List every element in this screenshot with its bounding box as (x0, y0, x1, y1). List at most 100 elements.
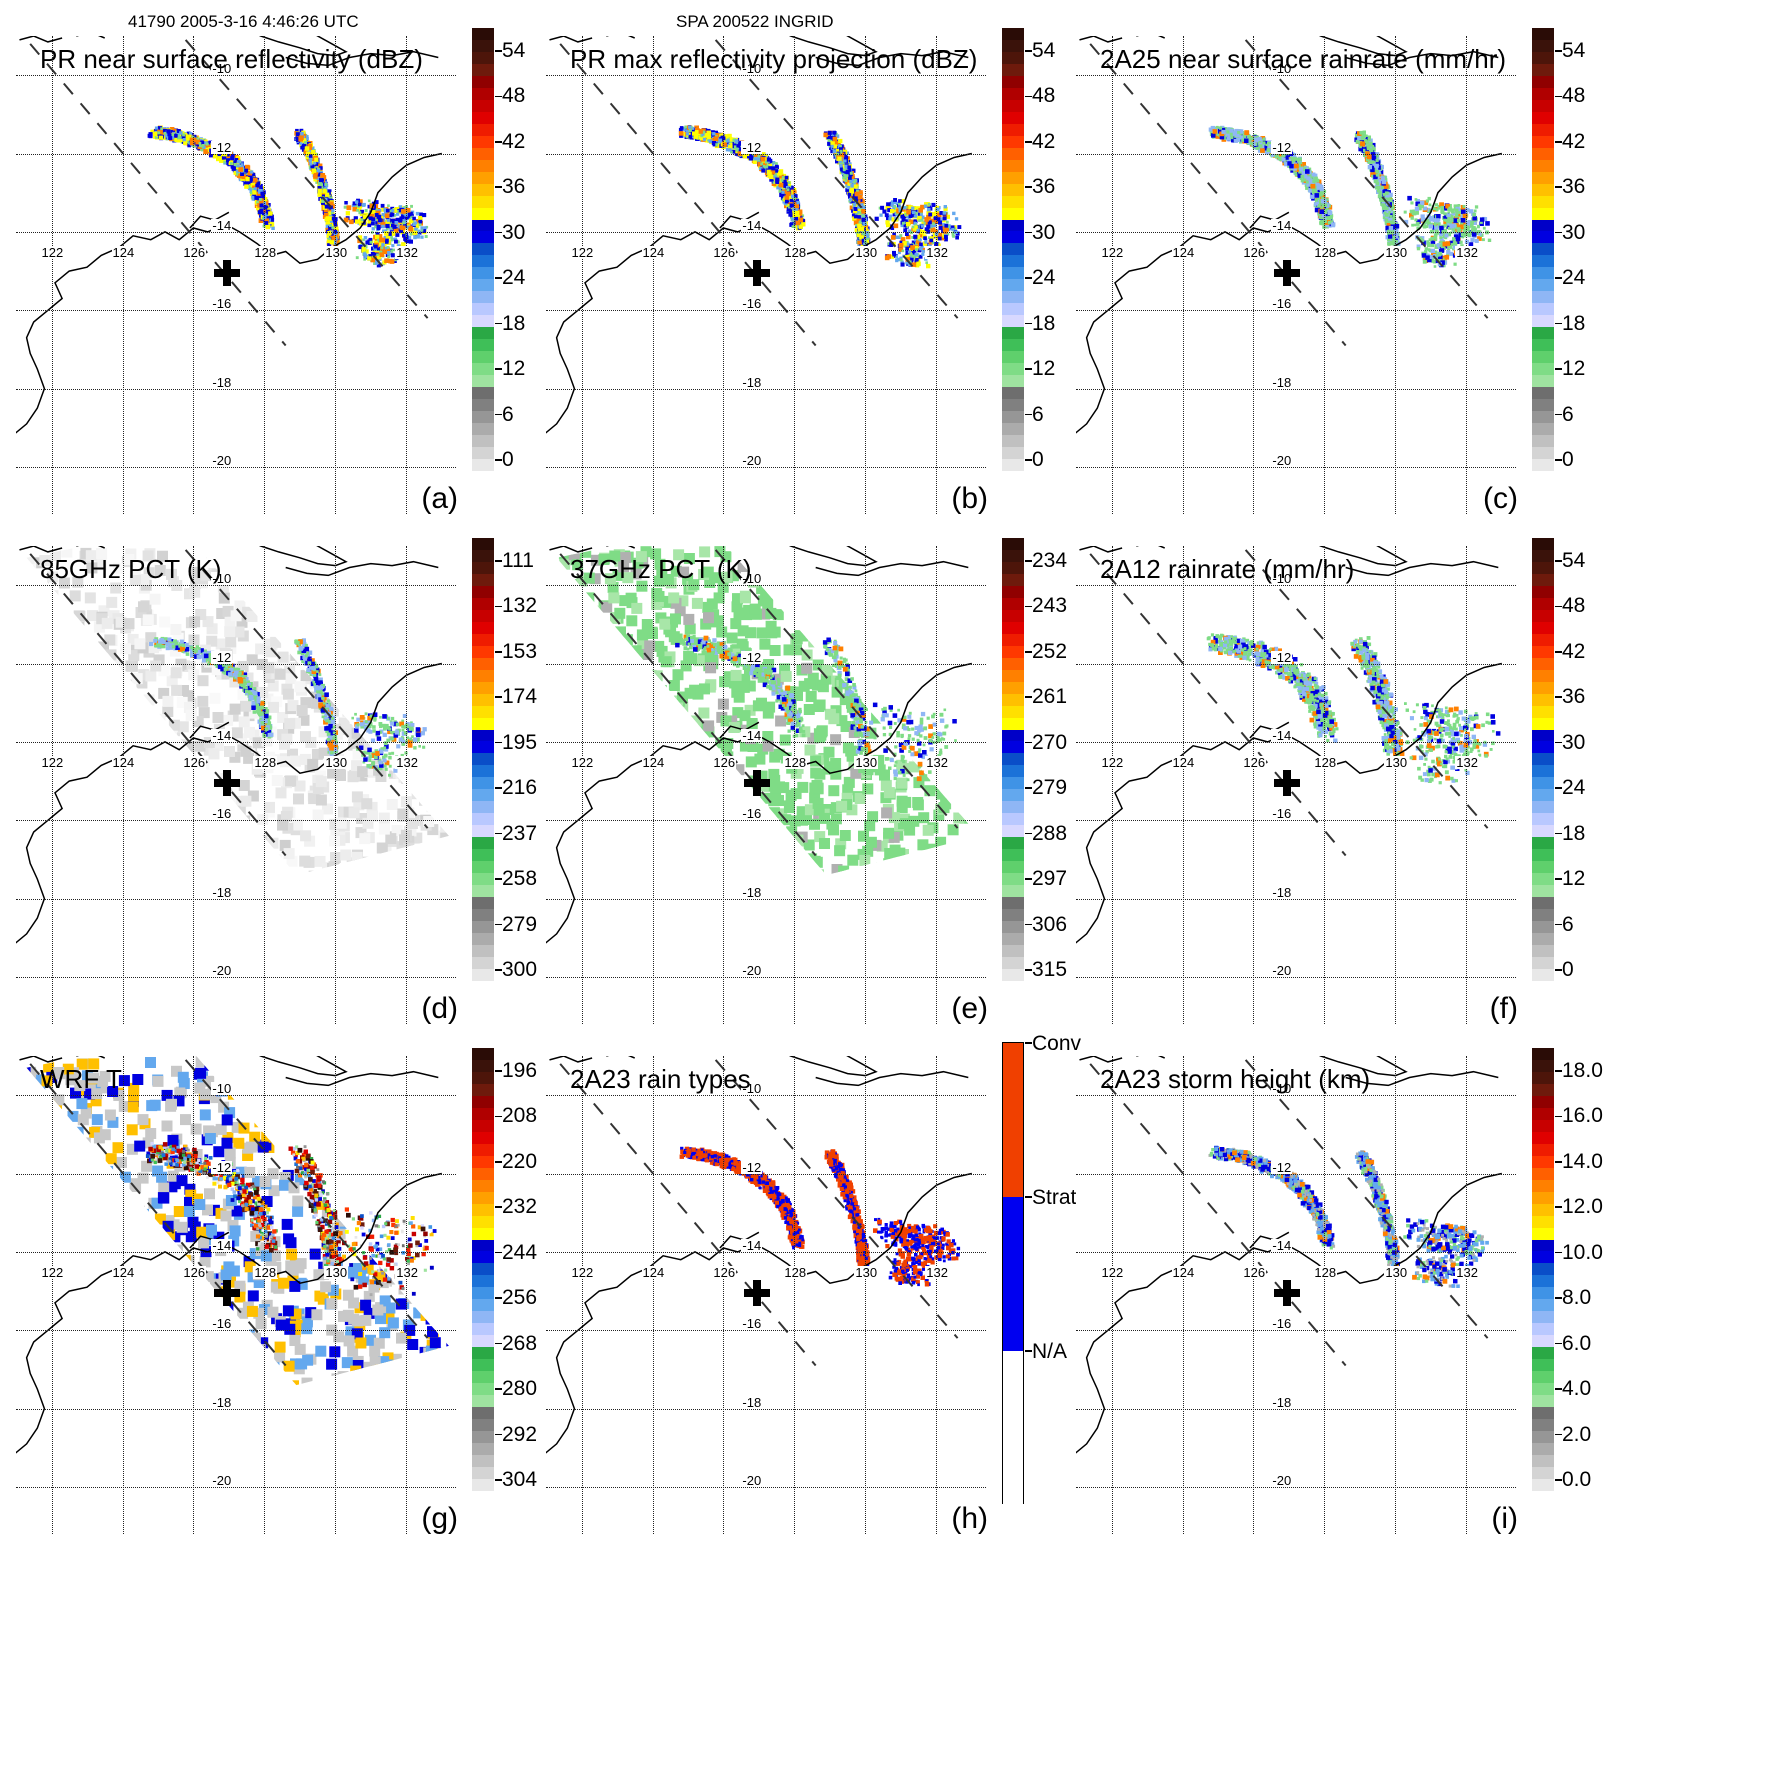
colorbar-tick-mark (1025, 923, 1032, 926)
map-inner: 122 124 126 128 130 132 -10 -12 -14 -16 -18 -20 (546, 1056, 986, 1534)
colorbar-tick-label: 30 (1562, 730, 1586, 754)
colorbar-segment (1002, 111, 1024, 124)
colorbar (472, 28, 494, 483)
colorbar-segment (472, 1407, 494, 1420)
lat-tick-label: -14 (741, 727, 763, 743)
colorbar-segment (472, 1071, 494, 1084)
colorbar-segment (1532, 1155, 1554, 1168)
map-area-b[interactable]: 122 124 126 128 130 132 -10 -12 -14 -16 -18 -20 (546, 36, 986, 514)
colorbar-segment (1002, 657, 1024, 670)
colorbar-tick-label: 208 (502, 1104, 538, 1128)
colorbar-tick-label: 8.0 (1562, 1286, 1592, 1310)
panel-letter-label: (i) (1491, 1502, 1518, 1535)
lat-tick-label: -18 (1271, 374, 1293, 390)
colorbar-segment (1532, 1299, 1554, 1312)
colorbar-segment (472, 1454, 494, 1467)
grid-line-lat (1076, 1408, 1516, 1410)
colorbar-tick-mark (1025, 459, 1032, 461)
colorbar-tick-label: 42 (1562, 129, 1586, 153)
colorbar-tick-mark (495, 413, 502, 416)
grid-line-lon (122, 546, 124, 1024)
colorbar-segment (472, 681, 494, 694)
colorbar-segment (472, 1155, 494, 1168)
map-area-f[interactable]: 122 124 126 128 130 132 -10 -12 -14 -16 -18 -20 (1076, 546, 1516, 1024)
grid-line-lon (406, 546, 408, 1024)
colorbar-tick-mark (1025, 787, 1032, 789)
colorbar (1532, 1048, 1554, 1503)
map-area-g[interactable]: 122 124 126 128 130 132 -10 -12 -14 -16 -18 -20 (16, 1056, 456, 1534)
map-area-a[interactable]: 122 124 126 128 130 132 -10 -12 -14 -16 -18 -20 (16, 36, 456, 514)
colorbar-tick-label: 10.0 (1562, 1240, 1603, 1264)
colorbar-segment (472, 99, 494, 112)
lat-tick-label: -10 (211, 61, 233, 77)
colorbar-segment (1532, 243, 1554, 256)
colorbar-segment (1532, 813, 1554, 826)
colorbar-segment (1532, 549, 1554, 562)
colorbar-segment (1532, 669, 1554, 682)
colorbar-tick-label: 42 (502, 129, 526, 153)
colorbar-segment (472, 63, 494, 76)
colorbar-tick-label: 258 (502, 867, 538, 891)
grid-line-lon (936, 1056, 938, 1534)
lon-tick-label: 130 (1384, 244, 1409, 260)
colorbar-segment (472, 1395, 494, 1408)
lon-tick-label: 132 (925, 1264, 949, 1280)
colorbar-segment (472, 470, 494, 483)
colorbar-tick-mark (495, 1388, 502, 1390)
colorbar-segment (1532, 159, 1554, 172)
grid-line-lat (546, 1251, 986, 1253)
colorbar-segment (472, 813, 494, 826)
colorbar-tick-label: 6.0 (1562, 1331, 1592, 1355)
coastline-layer (1076, 546, 1516, 1024)
colorbar-segment (1002, 291, 1024, 304)
colorbar-segment (1532, 1287, 1554, 1300)
colorbar-segment (472, 446, 494, 459)
grid-line-lat (1076, 820, 1516, 822)
grid-line-lat (1076, 1487, 1516, 1488)
lon-tick-label: 130 (1384, 754, 1409, 770)
colorbar-segment (1002, 87, 1024, 100)
colorbar-segment (472, 1203, 494, 1216)
colorbar-segment (472, 1263, 494, 1276)
map-area-e[interactable]: 122 124 126 128 130 132 -10 -12 -14 -16 -18 -20 (546, 546, 986, 1024)
colorbar-tick-label: 0 (1032, 448, 1044, 472)
colorbar-tick-label: 256 (502, 1286, 538, 1310)
lat-tick-label: -18 (741, 884, 763, 900)
colorbar-segment (1532, 1359, 1554, 1372)
colorbar-segment (1002, 561, 1024, 574)
colorbar-segment (1532, 75, 1554, 88)
colorbar-segment (472, 147, 494, 160)
colorbar-tick-mark (1555, 696, 1562, 698)
lon-tick-label: 128 (783, 244, 808, 260)
colorbar-segment (1532, 1431, 1554, 1443)
colorbar-segment (472, 573, 494, 586)
lon-tick-label: 126 (182, 754, 207, 770)
colorbar-tick-mark (1555, 923, 1562, 926)
colorbar-tick-mark (495, 1251, 502, 1254)
map-area-d[interactable]: 122 124 126 128 130 132 -10 -12 -14 -16 -18 -20 (16, 546, 456, 1024)
map-area-i[interactable]: 122 124 126 128 130 132 -10 -12 -14 -16 -18 -20 (1076, 1056, 1516, 1534)
colorbar-tick-label: 18 (1032, 311, 1056, 335)
colorbar-tick-mark (1025, 741, 1032, 744)
lon-tick-label: 130 (324, 1264, 349, 1280)
colorbar-segment (472, 873, 494, 886)
grid-line-lon (1253, 546, 1255, 1024)
grid-line-lat (546, 1173, 986, 1175)
colorbar-segment (472, 1442, 494, 1455)
colorbar-segment (1532, 956, 1554, 969)
map-inner: 122 124 126 128 130 132 -10 -12 -14 -16 -18 -20 (1076, 36, 1516, 514)
grid-line-lat (1076, 741, 1516, 743)
colorbar-segment (1532, 1371, 1554, 1384)
colorbar-segment (1532, 267, 1554, 280)
grid-line-lat (1076, 898, 1516, 900)
colorbar-tick-label: 234 (1032, 548, 1068, 572)
colorbar-tick-label: 6 (502, 402, 514, 426)
grid-line-lat (546, 1487, 986, 1488)
map-area-h[interactable]: 122 124 126 128 130 132 -10 -12 -14 -16 -18 -20 (546, 1056, 986, 1534)
grid-line-lon (335, 546, 337, 1024)
colorbar-segment (1532, 1095, 1554, 1108)
colorbar-tick-mark (495, 368, 502, 370)
map-area-c[interactable]: 122 124 126 128 130 132 -10 -12 -14 -16 -18 -20 (1076, 36, 1516, 514)
colorbar-segment (1002, 597, 1024, 610)
colorbar-segment (1002, 411, 1024, 423)
